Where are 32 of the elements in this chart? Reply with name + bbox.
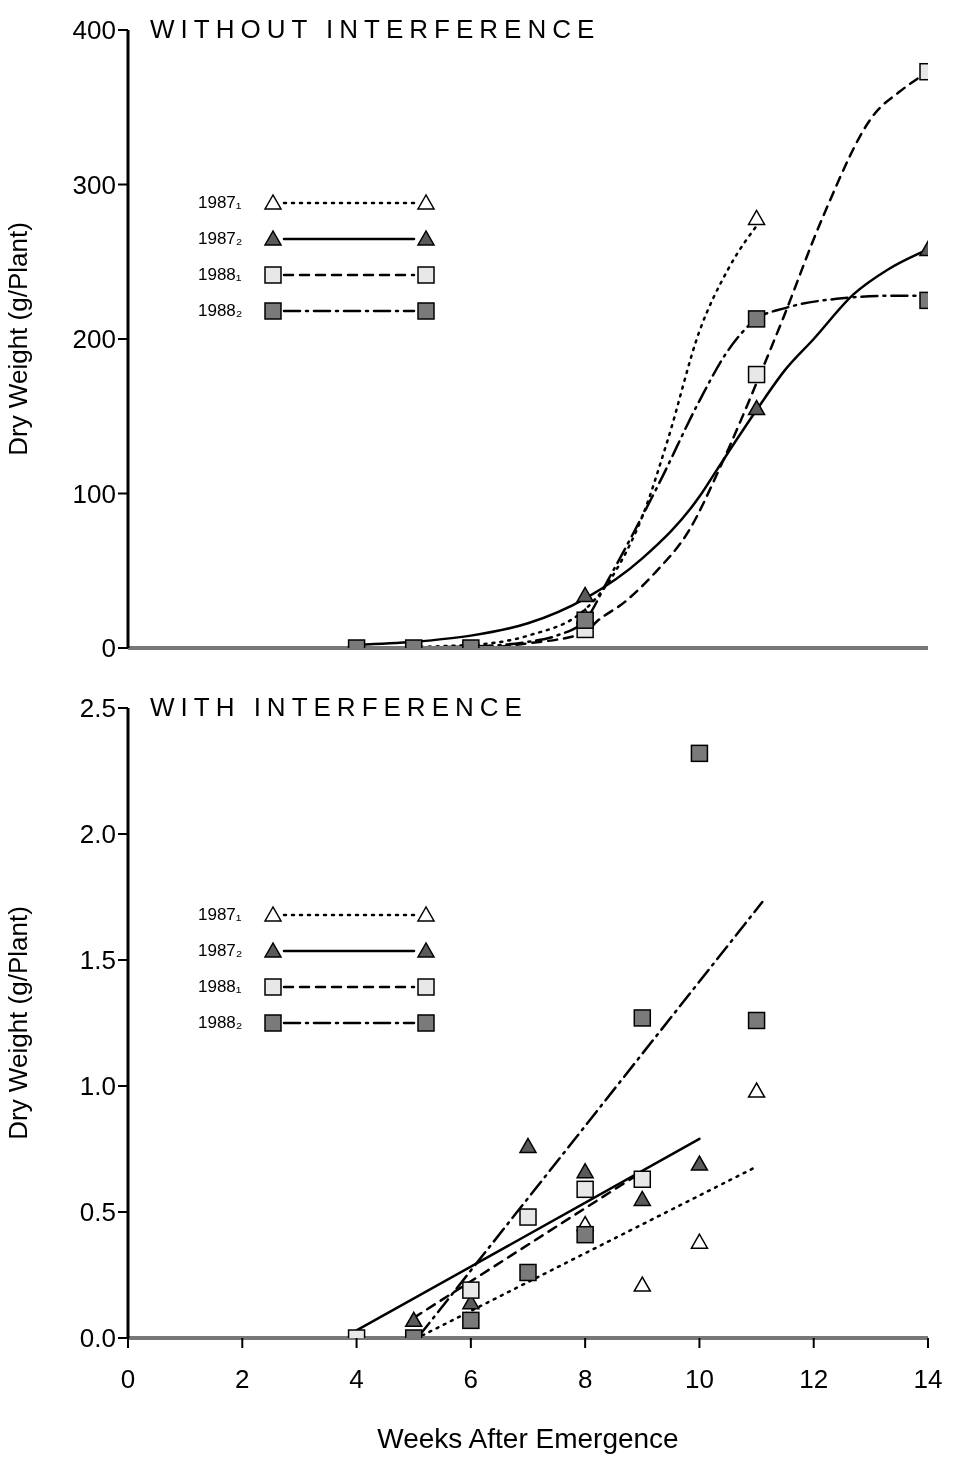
legend-label: 1987₁ <box>198 905 243 925</box>
x-axis-title: Weeks After Emergence <box>377 1423 679 1454</box>
legend-label: 1987₁ <box>198 192 243 213</box>
y-tick-label: 1.0 <box>79 1071 116 1102</box>
y-axis-title: Dry Weight (g/Plant) <box>3 222 34 456</box>
x-tick-label: 0 <box>120 1364 136 1395</box>
x-tick-label: 6 <box>463 1364 479 1395</box>
x-tick-label: 8 <box>577 1364 593 1395</box>
legend-label: 1988₁ <box>198 264 243 285</box>
x-tick-label: 4 <box>349 1364 364 1395</box>
x-tick-label: 10 <box>684 1364 714 1395</box>
y-tick-label: 400 <box>72 15 116 46</box>
legend-label: 1988₂ <box>198 1013 244 1033</box>
legend-label: 1987₂ <box>198 941 244 961</box>
y-tick-label: 200 <box>72 324 116 355</box>
legend-label: 1988₁ <box>198 977 243 997</box>
chart-title: WITH INTERFERENCE <box>150 692 528 723</box>
y-axis-title: Dry Weight (g/Plant) <box>3 906 34 1140</box>
chart-title: WITHOUT INTERFERENCE <box>150 14 601 45</box>
y-tick-label: 2.0 <box>79 819 116 850</box>
y-tick-label: 2.5 <box>79 693 116 724</box>
x-tick-label: 12 <box>799 1364 829 1395</box>
y-tick-label: 0.0 <box>79 1323 116 1354</box>
y-tick-label: 0.5 <box>79 1197 116 1228</box>
x-tick-label: 2 <box>235 1364 250 1395</box>
y-tick-label: 100 <box>72 478 116 509</box>
legend-label: 1987₂ <box>198 228 244 249</box>
legend-label: 1988₂ <box>198 300 244 321</box>
y-tick-label: 0 <box>101 633 116 664</box>
y-tick-label: 300 <box>72 169 116 200</box>
x-tick-label: 14 <box>913 1364 943 1395</box>
y-tick-label: 1.5 <box>79 945 116 976</box>
